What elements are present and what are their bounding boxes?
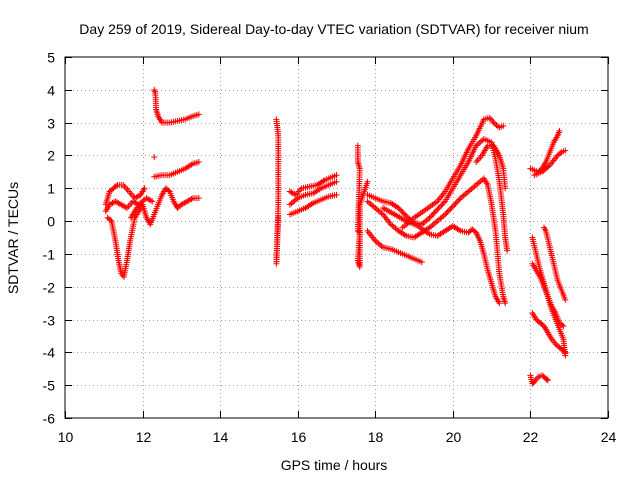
data-point-mid-a (333, 172, 340, 179)
data-point-early-g (151, 154, 158, 161)
data-point-end-e (561, 348, 568, 355)
data-point-late-b (444, 208, 451, 215)
data-point-late-a (430, 210, 437, 217)
y-tick-label: -6 (43, 411, 56, 427)
data-point-late-a (431, 209, 438, 216)
y-tick-label: 5 (47, 50, 55, 66)
data-point-late-a (434, 206, 441, 213)
x-tick-label: 18 (368, 429, 384, 445)
x-axis-label: GPS time / hours (281, 457, 388, 473)
data-point-end-b (557, 150, 564, 157)
y-tick-label: -4 (43, 345, 56, 361)
y-tick-label: 4 (47, 83, 55, 99)
data-point-end-g (543, 376, 550, 383)
data-point-late-b (445, 207, 452, 214)
data-point-end-d (559, 322, 566, 329)
plot-frame (64, 56, 609, 419)
data-point-late-b (453, 199, 460, 206)
data-point-late-a (435, 205, 442, 212)
data-point-late-b (449, 203, 456, 210)
x-tick-label: 12 (136, 429, 152, 445)
y-tick-label: -5 (43, 378, 56, 394)
y-tick-label: 3 (47, 116, 55, 132)
data-point-late-b (448, 204, 455, 211)
x-tick-label: 24 (601, 429, 617, 445)
data-point-early-f (195, 111, 202, 118)
x-tick-label: 22 (523, 429, 539, 445)
y-tick-label: 0 (47, 214, 55, 230)
data-point-end-g (544, 377, 551, 384)
data-point-late-a (504, 247, 511, 254)
data-point-late-a (436, 203, 443, 210)
data-point-early-a (141, 185, 148, 192)
chart-title: Day 259 of 2019, Sidereal Day-to-day VTE… (79, 21, 588, 37)
data-point-late-a (396, 206, 403, 213)
data-point-late-a (438, 202, 445, 209)
data-point-early-a (113, 183, 120, 190)
data-point-late-d (496, 300, 503, 307)
data-point-late-a (400, 210, 407, 217)
data-point-late-a (440, 199, 447, 206)
data-point-end-d (560, 323, 567, 330)
data-point-early-b (147, 197, 154, 204)
y-axis-label: SDTVAR / TECUs (5, 182, 21, 294)
data-point-late-a (433, 207, 440, 214)
y-tick-label: -1 (43, 247, 56, 263)
x-tick-label: 20 (446, 429, 462, 445)
data-point-mid-a (291, 191, 298, 198)
data-point-late-a (439, 201, 446, 208)
data-point-early-d (165, 187, 172, 194)
y-tick-label: 1 (47, 181, 55, 197)
data-point-mid-c (333, 191, 340, 198)
data-point-late-b (502, 300, 509, 307)
data-point-late-b (451, 201, 458, 208)
x-tick-label: 16 (291, 429, 307, 445)
x-tick-label: 10 (58, 429, 74, 445)
data-point-late-a (426, 214, 433, 221)
data-point-late-a (429, 212, 436, 219)
data-point-late-c (418, 259, 425, 266)
data-point-early-e (195, 159, 202, 166)
data-point-end-b (545, 163, 552, 170)
data-point-late-b (442, 211, 449, 218)
data-point-late-b (452, 200, 459, 207)
y-tick-label: -2 (43, 280, 56, 296)
y-tick-label: 2 (47, 148, 55, 164)
data-point-mid-iso (275, 213, 282, 220)
data-point-late-a (399, 209, 406, 216)
data-point-mid-b (333, 178, 340, 185)
data-point-early-d (195, 195, 202, 202)
x-tick-label: 14 (213, 429, 229, 445)
data-point-late-e (500, 122, 507, 129)
data-point-late-iso (355, 228, 362, 235)
data-point-late-a (427, 213, 434, 220)
data-points (102, 86, 569, 387)
data-point-end-e (562, 349, 569, 356)
data-point-early-b (149, 198, 156, 205)
data-point-late-a (402, 211, 409, 218)
data-point-early-c (107, 216, 114, 223)
data-point-late-iso (364, 178, 371, 185)
data-point-late-f (502, 185, 509, 192)
data-point-late-b (443, 210, 450, 217)
data-point-late-a (395, 204, 402, 211)
y-tick-label: -3 (43, 313, 56, 329)
data-point-late-a (398, 207, 405, 214)
data-point-end-f (562, 296, 569, 303)
data-point-late-b (456, 196, 463, 203)
data-point-early-b (122, 204, 129, 211)
data-point-early-d (188, 195, 195, 202)
data-point-late-b (455, 197, 462, 204)
data-point-end-b (562, 147, 569, 154)
data-point-late-b (447, 206, 454, 213)
data-point-end-a (556, 127, 563, 134)
